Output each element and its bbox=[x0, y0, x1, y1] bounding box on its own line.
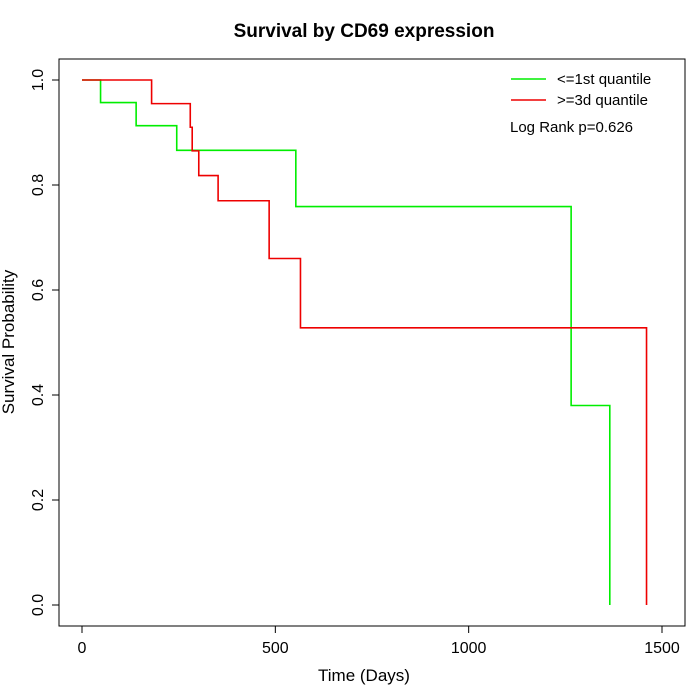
legend-label-2: >=3d quantile bbox=[557, 92, 648, 109]
legend: <=1st quantile >=3d quantile bbox=[511, 71, 651, 109]
legend-label-1: <=1st quantile bbox=[557, 71, 651, 88]
x-tick-label: 0 bbox=[78, 640, 87, 657]
x-tick-label: 500 bbox=[262, 640, 289, 657]
y-tick-label: 0.8 bbox=[30, 174, 47, 196]
x-axis: 0 500 1000 1500 bbox=[78, 626, 680, 657]
series-lines bbox=[82, 79, 648, 605]
x-tick-label: 1000 bbox=[451, 640, 487, 657]
series-line-1 bbox=[82, 79, 611, 605]
plot-frame bbox=[58, 58, 686, 627]
y-tick-label: 0.0 bbox=[30, 594, 47, 616]
chart-title: Survival by CD69 expression bbox=[234, 21, 495, 42]
y-tick-label: 0.6 bbox=[30, 279, 47, 301]
y-axis-label: Survival Probability bbox=[0, 269, 18, 414]
series-line-2 bbox=[82, 79, 648, 605]
x-tick-label: 1500 bbox=[644, 640, 680, 657]
x-axis-label: Time (Days) bbox=[318, 666, 410, 685]
y-tick-label: 0.4 bbox=[30, 384, 47, 406]
y-tick-label: 0.2 bbox=[30, 489, 47, 511]
log-rank-annotation: Log Rank p=0.626 bbox=[510, 119, 633, 136]
y-axis: 0.0 0.2 0.4 0.6 0.8 1.0 bbox=[30, 69, 59, 616]
y-tick-label: 1.0 bbox=[30, 69, 47, 91]
